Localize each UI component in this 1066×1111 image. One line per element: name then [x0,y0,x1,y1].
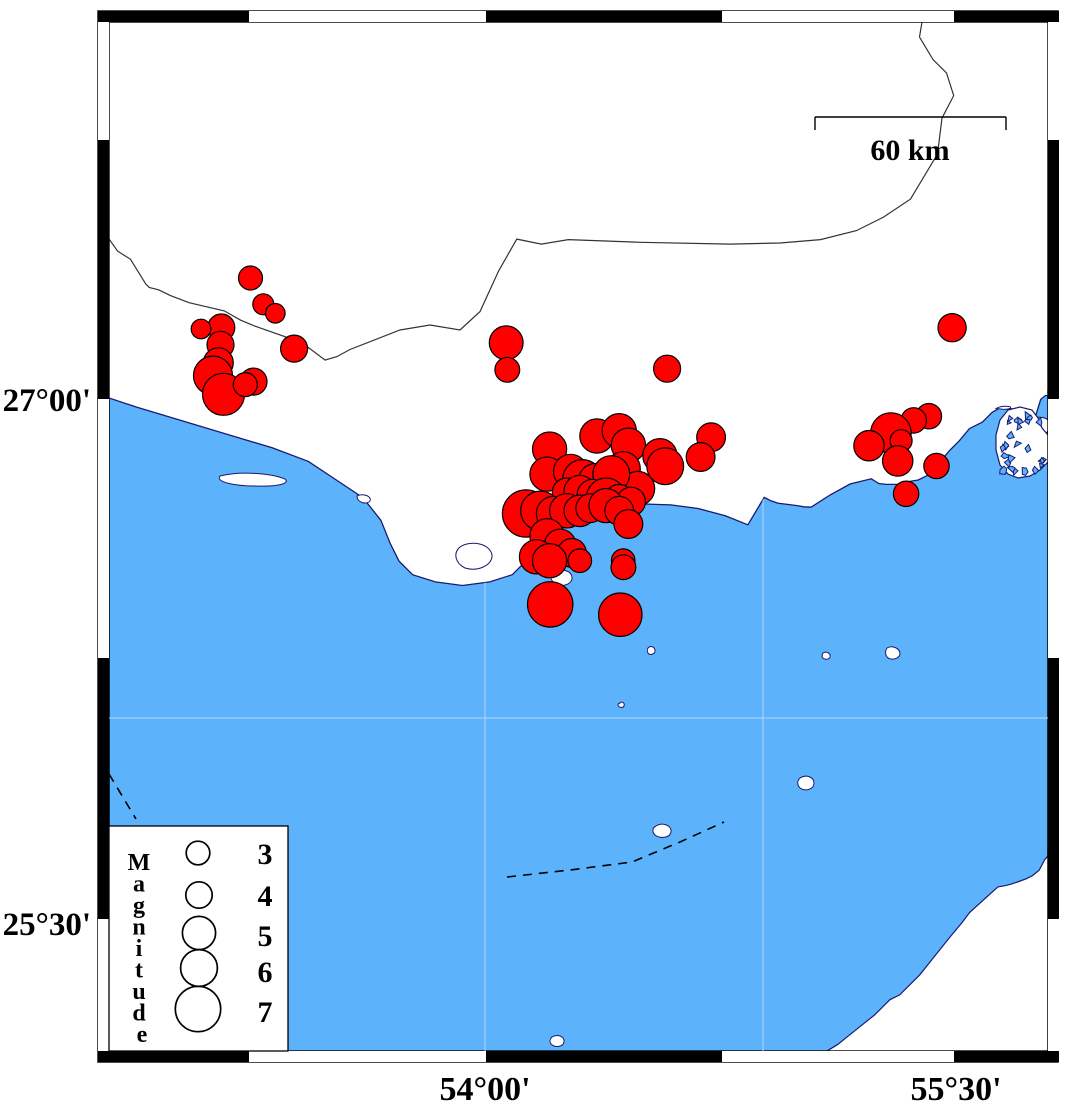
svg-text:4: 4 [258,880,273,913]
svg-text:60 km: 60 km [870,134,949,167]
svg-text:3: 3 [258,838,273,871]
svg-text:6: 6 [258,956,273,989]
svg-text:55°30': 55°30' [910,1071,1001,1108]
svg-text:5: 5 [258,920,273,953]
svg-text:25°30': 25°30' [3,907,91,943]
svg-text:7: 7 [258,996,273,1029]
svg-text:54°00': 54°00' [439,1071,530,1108]
svg-text:27°00': 27°00' [3,383,91,419]
